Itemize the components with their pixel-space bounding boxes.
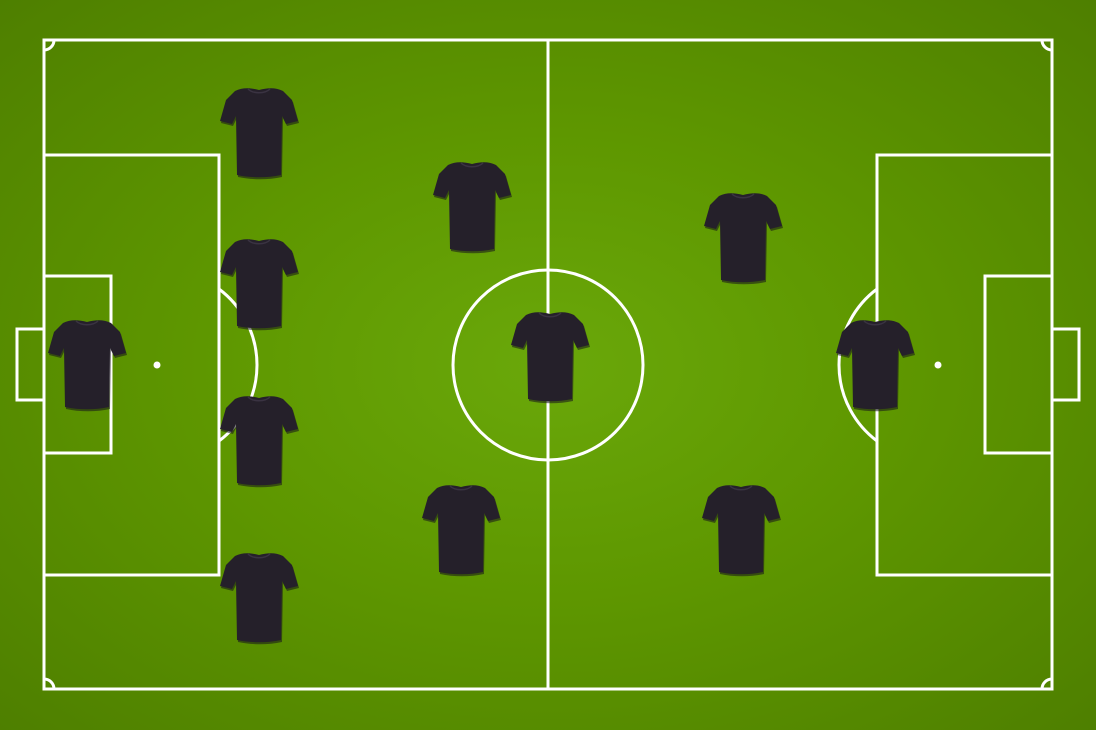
- jersey-icon: [220, 396, 298, 486]
- left-goal: [15, 327, 46, 402]
- player-jersey-defender[interactable]: [220, 553, 299, 645]
- player-jersey-midfielder[interactable]: [433, 162, 512, 254]
- players-layer: [48, 88, 915, 645]
- jersey-collar: [247, 553, 271, 559]
- player-jersey-midfielder[interactable]: [511, 312, 590, 404]
- jersey-collar: [449, 485, 473, 491]
- player-jersey-midfielder[interactable]: [702, 485, 781, 577]
- jersey-icon: [433, 162, 511, 252]
- right-goal-area: [983, 274, 1054, 455]
- jersey-icon: [704, 193, 782, 283]
- jersey-icon: [702, 485, 780, 575]
- jersey-collar: [460, 162, 484, 168]
- corner-arc-bottom-left: [43, 677, 56, 690]
- jersey-collar: [247, 88, 271, 94]
- jersey-icon: [220, 239, 298, 329]
- right-goal: [1050, 327, 1081, 402]
- jersey-collar: [247, 396, 271, 402]
- player-jersey-forward[interactable]: [704, 193, 783, 285]
- player-jersey-defender[interactable]: [220, 396, 299, 488]
- jersey-collar: [863, 320, 887, 326]
- jersey-collar: [538, 312, 562, 318]
- jersey-icon: [511, 312, 589, 402]
- center-circle: [451, 268, 645, 462]
- right-penalty-area: [875, 153, 1054, 577]
- jersey-icon: [422, 485, 500, 575]
- right-penalty-spot: [934, 361, 942, 369]
- jersey-collar: [731, 193, 755, 199]
- player-jersey-defender[interactable]: [220, 88, 299, 180]
- player-jersey-midfielder[interactable]: [422, 485, 501, 577]
- right-penalty-arc: [837, 287, 878, 443]
- jersey-icon: [48, 320, 126, 410]
- left-penalty-spot: [153, 361, 161, 369]
- corner-arc-bottom-right: [1040, 677, 1053, 690]
- jersey-collar: [75, 320, 99, 326]
- jersey-icon: [836, 320, 914, 410]
- jersey-icon: [220, 88, 298, 178]
- player-jersey-defender[interactable]: [220, 239, 299, 331]
- jersey-icon: [220, 553, 298, 643]
- jersey-collar: [729, 485, 753, 491]
- jersey-collar: [247, 239, 271, 245]
- corner-arc-top-right: [1040, 39, 1053, 52]
- corner-arc-top-left: [43, 39, 56, 52]
- player-jersey-goalkeeper[interactable]: [48, 320, 127, 412]
- player-jersey-forward[interactable]: [836, 320, 915, 412]
